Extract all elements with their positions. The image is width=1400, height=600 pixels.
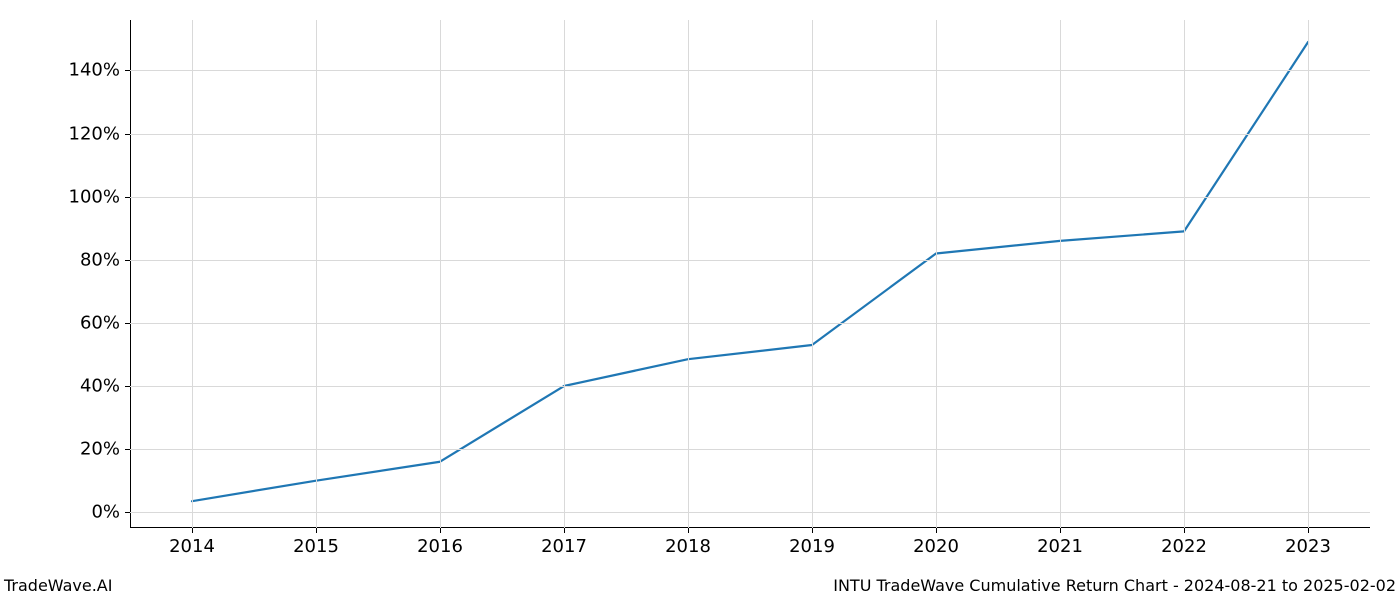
y-grid-line — [130, 512, 1370, 513]
x-tick-label: 2014 — [169, 536, 215, 557]
y-tick-mark — [125, 260, 130, 261]
y-tick-label: 120% — [69, 123, 120, 144]
x-tick-label: 2016 — [417, 536, 463, 557]
x-tick-mark — [564, 528, 565, 533]
y-grid-line — [130, 260, 1370, 261]
y-tick-label: 20% — [80, 439, 120, 460]
y-grid-line — [130, 197, 1370, 198]
x-grid-line — [936, 20, 937, 528]
x-grid-line — [440, 20, 441, 528]
y-tick-label: 80% — [80, 249, 120, 270]
line-series — [0, 0, 1400, 600]
x-tick-label: 2017 — [541, 536, 587, 557]
x-grid-line — [812, 20, 813, 528]
chart-container: TradeWave.AI INTU TradeWave Cumulative R… — [0, 0, 1400, 600]
x-tick-mark — [1184, 528, 1185, 533]
footer-right: INTU TradeWave Cumulative Return Chart -… — [833, 576, 1396, 595]
y-grid-line — [130, 323, 1370, 324]
x-tick-label: 2022 — [1161, 536, 1207, 557]
x-grid-line — [1184, 20, 1185, 528]
x-grid-line — [688, 20, 689, 528]
x-grid-line — [564, 20, 565, 528]
x-tick-label: 2023 — [1285, 536, 1331, 557]
x-tick-mark — [192, 528, 193, 533]
x-tick-mark — [316, 528, 317, 533]
x-tick-label: 2015 — [293, 536, 339, 557]
y-tick-label: 0% — [91, 502, 120, 523]
y-tick-mark — [125, 70, 130, 71]
y-tick-mark — [125, 323, 130, 324]
y-grid-line — [130, 134, 1370, 135]
x-tick-mark — [1308, 528, 1309, 533]
x-tick-mark — [688, 528, 689, 533]
x-tick-mark — [1060, 528, 1061, 533]
footer-left: TradeWave.AI — [4, 576, 112, 595]
x-grid-line — [1060, 20, 1061, 528]
y-tick-label: 40% — [80, 376, 120, 397]
y-tick-mark — [125, 512, 130, 513]
y-tick-label: 140% — [69, 60, 120, 81]
x-grid-line — [316, 20, 317, 528]
x-tick-label: 2020 — [913, 536, 959, 557]
y-tick-mark — [125, 449, 130, 450]
y-grid-line — [130, 70, 1370, 71]
y-grid-line — [130, 386, 1370, 387]
y-tick-mark — [125, 197, 130, 198]
x-tick-label: 2019 — [789, 536, 835, 557]
x-tick-label: 2021 — [1037, 536, 1083, 557]
x-grid-line — [192, 20, 193, 528]
y-grid-line — [130, 449, 1370, 450]
x-tick-mark — [812, 528, 813, 533]
x-tick-mark — [440, 528, 441, 533]
y-tick-mark — [125, 134, 130, 135]
series-polyline — [192, 42, 1308, 501]
x-grid-line — [1308, 20, 1309, 528]
x-tick-label: 2018 — [665, 536, 711, 557]
y-tick-mark — [125, 386, 130, 387]
x-tick-mark — [936, 528, 937, 533]
y-tick-label: 60% — [80, 312, 120, 333]
y-tick-label: 100% — [69, 186, 120, 207]
